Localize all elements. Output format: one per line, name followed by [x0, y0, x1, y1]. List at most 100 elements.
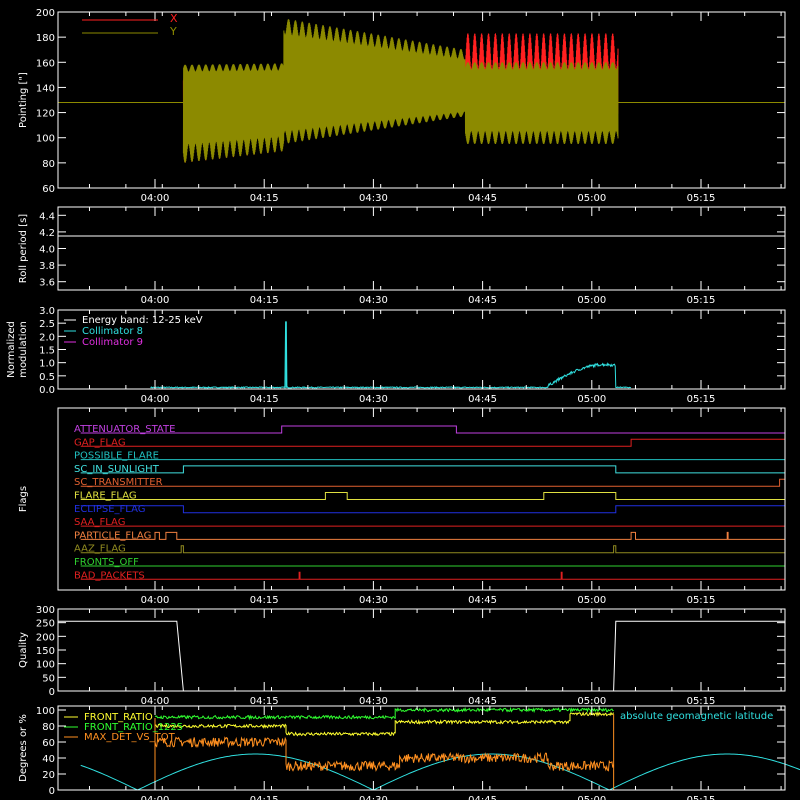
modulation-xtick-label: 04:30 [359, 394, 388, 405]
quality-series-line [58, 620, 785, 692]
flags-ylabel: Flags [18, 486, 29, 512]
roll-ytick-label: 3.6 [39, 278, 55, 289]
flag-label-eclipse_flag: ECLIPSE_FLAG [74, 504, 145, 515]
ratios-ytick-label: 40 [42, 754, 55, 765]
pointing-xtick-label: 04:45 [468, 193, 497, 204]
flags-xtick-label: 05:00 [577, 595, 606, 606]
modulation-legend-label-2: Collimator 9 [82, 337, 143, 348]
quality-xtick-label: 05:00 [577, 696, 606, 707]
flag-label-saa_flag: SAA_FLAG [74, 517, 125, 528]
quality-ytick-label: 50 [42, 673, 55, 684]
ratios-ytick-label: 100 [36, 706, 55, 717]
flags-xtick-label: 05:15 [687, 595, 716, 606]
modulation-ytick-label: 0.5 [39, 372, 55, 383]
roll-xtick-label: 04:30 [359, 295, 388, 306]
pointing-xtick-label: 04:00 [141, 193, 170, 204]
flags-xtick-label: 04:30 [359, 595, 388, 606]
ratios-ylabel: Degrees or % [18, 714, 29, 782]
quality-xtick-label: 04:30 [359, 696, 388, 707]
pointing-series-y [182, 19, 619, 163]
flag-label-particle_flag: PARTICLE_FLAG [74, 530, 151, 541]
modulation-ytick-label: 1.5 [39, 346, 55, 357]
roll-xtick-label: 04:15 [250, 295, 279, 306]
modulation-xtick-label: 04:45 [468, 394, 497, 405]
pointing-xtick-label: 04:30 [359, 193, 388, 204]
modulation-legend-label-0: Energy band: 12-25 keV [82, 315, 203, 326]
ratios-ytick-label: 80 [42, 722, 55, 733]
ratios-xtick-label: 04:15 [250, 795, 279, 800]
ratios-xtick-label: 04:00 [141, 795, 170, 800]
pointing-xtick-label: 05:15 [687, 193, 716, 204]
flag-line-bad_packets [80, 571, 785, 580]
quality-ytick-label: 0 [49, 687, 55, 698]
roll-ylabel: Roll period [s] [18, 214, 29, 283]
quality-ytick-label: 250 [36, 619, 55, 630]
ratios-legend-label-0: FRONT_RATIO [84, 712, 153, 723]
modulation-xtick-label: 05:15 [687, 394, 716, 405]
pointing-frame [57, 11, 786, 189]
ratios-xtick-label: 04:45 [468, 795, 497, 800]
quality-xtick-label: 04:00 [141, 696, 170, 707]
flag-line-attenuator_state [80, 425, 785, 434]
pointing-ytick-label: 120 [36, 109, 55, 120]
pointing-ytick-label: 80 [42, 159, 55, 170]
roll-xtick-label: 04:45 [468, 295, 497, 306]
quality-ytick-label: 100 [36, 660, 55, 671]
ratios-series-max-det [154, 736, 615, 772]
quality-ylabel: Quality [18, 632, 29, 668]
roll-frame [57, 206, 786, 291]
quality-ytick-label: 150 [36, 646, 55, 657]
flags-xtick-label: 04:15 [250, 595, 279, 606]
ratios-legend-label-2: MAX_DET_VS_TOT [84, 732, 176, 743]
pointing-ytick-label: 100 [36, 134, 55, 145]
quality-ytick-label: 300 [36, 605, 55, 616]
ratios-legend-label-1: FRONT_RATIO_1225 [84, 722, 183, 733]
roll-xtick-label: 05:00 [577, 295, 606, 306]
flag-label-possible_flare: POSSIBLE_FLARE [74, 451, 159, 462]
ratios-series-front-ratio-1225 [154, 706, 614, 721]
flag-label-sc_in_sunlight: SC_IN_SUNLIGHT [74, 464, 160, 475]
pointing-legend-label-x: X [170, 12, 178, 25]
modulation-ytick-label: 2.5 [39, 319, 55, 330]
pointing-xtick-label: 05:00 [577, 193, 606, 204]
modulation-xtick-label: 04:15 [250, 394, 279, 405]
pointing-ytick-label: 180 [36, 33, 55, 44]
quality-xtick-label: 04:15 [250, 696, 279, 707]
ratios-ytick-label: 20 [42, 770, 55, 781]
flag-label-gap_flag: GAP_FLAG [74, 437, 126, 448]
flag-label-attenuator_state: ATTENUATOR_STATE [74, 424, 175, 435]
roll-ytick-label: 4.4 [39, 211, 55, 222]
flag-line-particle_flag [80, 531, 785, 540]
modulation-ytick-label: 0.0 [39, 385, 55, 396]
roll-xtick-label: 04:00 [141, 295, 170, 306]
modulation-ylabel-1: Normalized [6, 321, 17, 378]
ratios-xtick-label: 05:00 [577, 795, 606, 800]
flag-line-sc_in_sunlight [80, 465, 785, 474]
ratios-xtick-label: 04:30 [359, 795, 388, 800]
flag-label-flare_flag: FLARE_FLAG [74, 491, 137, 502]
modulation-ytick-label: 2.0 [39, 332, 55, 343]
ratios-series-latitude [80, 753, 800, 791]
modulation-ytick-label: 1.0 [39, 359, 55, 370]
pointing-ylabel: Pointing ["] [18, 72, 29, 128]
roll-ytick-label: 4.2 [39, 228, 55, 239]
ratios-annotation-latitude: absolute geomagnetic latitude [620, 711, 773, 722]
pointing-xtick-label: 04:15 [250, 193, 279, 204]
pointing-ytick-label: 200 [36, 8, 55, 19]
modulation-series-collimator-8 [150, 321, 631, 390]
flag-label-fronts_off: FRONTS_OFF [74, 557, 139, 568]
pointing-ytick-label: 60 [42, 184, 55, 195]
quality-xtick-label: 04:45 [468, 696, 497, 707]
pointing-ytick-label: 160 [36, 58, 55, 69]
modulation-ylabel-2: modulation [18, 321, 29, 378]
flag-line-eclipse_flag [80, 505, 785, 514]
flag-label-bad_packets: BAD_PACKETS [74, 570, 145, 581]
ratios-frame [57, 705, 786, 791]
modulation-legend-label-1: Collimator 8 [82, 326, 143, 337]
flags-frame [57, 407, 786, 591]
modulation-ytick-label: 3.0 [39, 306, 55, 317]
roll-ytick-label: 3.8 [39, 261, 55, 272]
ratios-series-front-ratio [154, 711, 615, 737]
